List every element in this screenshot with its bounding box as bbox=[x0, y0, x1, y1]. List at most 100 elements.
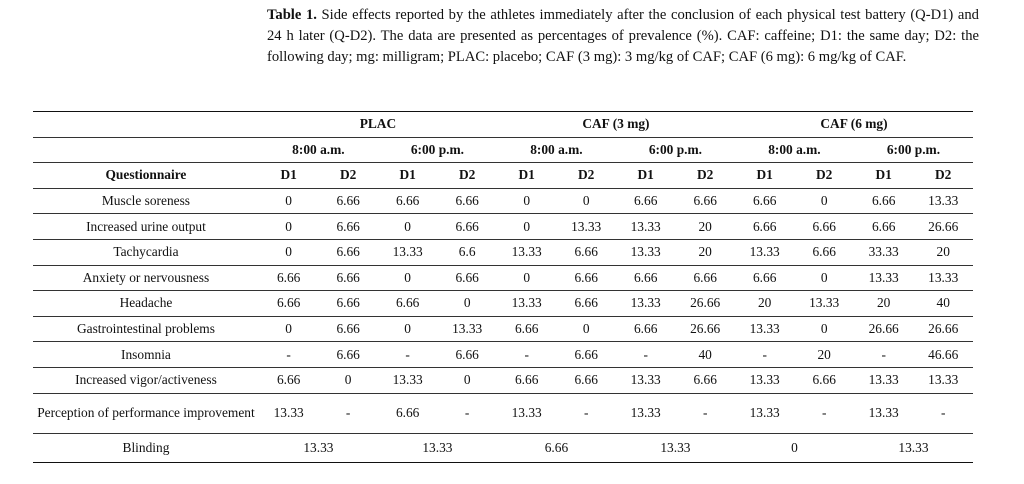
blinding-cell: 13.33 bbox=[898, 439, 929, 455]
table-cell: 26.66 bbox=[675, 316, 735, 343]
table-cell: - bbox=[794, 393, 854, 434]
row-label: Perception of performance improvement bbox=[33, 393, 259, 434]
table-cell: 6.66 bbox=[437, 341, 497, 368]
day-header: D1 bbox=[258, 162, 319, 189]
table-cell: - bbox=[913, 393, 973, 434]
time-header: 8:00 a.m. bbox=[258, 137, 378, 164]
table-body: PLAC CAF (3 mg) CAF (6 mg) 8:00 a.m. 6:0… bbox=[33, 111, 973, 463]
day-header: D2 bbox=[913, 162, 973, 189]
table-cell: 6.66 bbox=[734, 188, 795, 215]
table-cell: 0 bbox=[496, 213, 557, 240]
table-cell: 6.66 bbox=[377, 290, 438, 317]
table-cell: 13.33 bbox=[734, 239, 795, 266]
day-header: D1 bbox=[734, 162, 795, 189]
table-cell: 20 bbox=[853, 290, 914, 317]
day-header: D2 bbox=[437, 162, 497, 189]
table-cell: 0 bbox=[437, 290, 497, 317]
table-cell: 40 bbox=[913, 290, 973, 317]
day-header: D1 bbox=[615, 162, 676, 189]
table-cell: 6.66 bbox=[318, 341, 378, 368]
table-row: Muscle soreness 0 6.66 6.66 6.66 0 0 6.66 6.66 6.… bbox=[33, 188, 973, 215]
table-cell: 13.33 bbox=[853, 393, 914, 434]
table-cell: 13.33 bbox=[913, 265, 973, 292]
table-cell: 0 bbox=[377, 265, 438, 292]
day-header: D1 bbox=[377, 162, 438, 189]
table-cell: - bbox=[437, 393, 497, 434]
blinding-cell: 13.33 bbox=[660, 439, 691, 455]
table-cell: 6.66 bbox=[675, 367, 735, 394]
table-cell: 20 bbox=[913, 239, 973, 266]
table-cell: 0 bbox=[794, 188, 854, 215]
table-cell: 6.66 bbox=[258, 367, 319, 394]
table-cell: 13.33 bbox=[377, 367, 438, 394]
table-cell: 13.33 bbox=[615, 290, 676, 317]
blinding-cell: 6.66 bbox=[544, 439, 569, 455]
table-cell: 0 bbox=[794, 316, 854, 343]
table-cell: 6.66 bbox=[258, 265, 319, 292]
table-cell: 6.66 bbox=[318, 239, 378, 266]
time-header-empty bbox=[33, 137, 259, 164]
table-cell: 13.33 bbox=[496, 290, 557, 317]
table-cell: - bbox=[258, 341, 319, 368]
table-row: Insomnia -6.66-6.66-6.66-40-20-46.66 bbox=[33, 341, 973, 368]
day-header-row: Questionnaire D1 D2 D1 D2 D1 D2 D1 D2 D1… bbox=[33, 162, 973, 189]
table-row: Increased urine output 0 6.66 0 6.66 0 13.33 13… bbox=[33, 213, 973, 240]
row-label: Headache bbox=[33, 290, 259, 317]
day-header: D1 bbox=[853, 162, 914, 189]
table-cell: 6.66 bbox=[318, 316, 378, 343]
day-header: D2 bbox=[794, 162, 854, 189]
table-cell: 13.33 bbox=[615, 239, 676, 266]
row-label: Gastrointestinal problems bbox=[33, 316, 259, 343]
blinding-cell: 13.33 bbox=[422, 439, 453, 455]
table-cell: 6.66 bbox=[794, 367, 854, 394]
table-cell: 0 bbox=[794, 265, 854, 292]
row-label: Increased vigor/activeness bbox=[33, 367, 259, 394]
table-cell: 13.33 bbox=[496, 239, 557, 266]
table-cell: 6.66 bbox=[437, 213, 497, 240]
table-cell: 6.66 bbox=[377, 393, 438, 434]
table-cell: 40 bbox=[675, 341, 735, 368]
group-header-empty bbox=[33, 111, 259, 138]
table-cell: 6.66 bbox=[675, 188, 735, 215]
table-cell: 13.33 bbox=[853, 265, 914, 292]
table-cell: 13.33 bbox=[556, 213, 616, 240]
table-cell: 0 bbox=[377, 316, 438, 343]
table-cell: 20 bbox=[675, 213, 735, 240]
table-cell: 0 bbox=[496, 265, 557, 292]
table-row: Perception of performance improvement 13.… bbox=[33, 393, 973, 434]
table-cell: - bbox=[496, 341, 557, 368]
side-effects-table: PLAC CAF (3 mg) CAF (6 mg) 8:00 a.m. 6:0… bbox=[33, 111, 973, 463]
table-cell: 0 bbox=[496, 188, 557, 215]
table-cell: 26.66 bbox=[913, 213, 973, 240]
table-cell: - bbox=[318, 393, 378, 434]
time-header: 6:00 p.m. bbox=[615, 137, 735, 164]
time-header-row: 8:00 a.m. 6:00 p.m. 8:00 a.m. 6:00 p.m. … bbox=[33, 137, 973, 164]
row-label: Muscle soreness bbox=[33, 188, 259, 215]
time-header: 8:00 a.m. bbox=[734, 137, 854, 164]
table-cell: 0 bbox=[377, 213, 438, 240]
table-cell: 6.6 bbox=[437, 239, 497, 266]
table-cell: 0 bbox=[258, 316, 319, 343]
table-cell: 0 bbox=[318, 367, 378, 394]
table-cell: 6.66 bbox=[615, 188, 676, 215]
table-row: Gastrointestinal problems 0 6.66 0 13.33 6.66… bbox=[33, 316, 973, 343]
blinding-row: Blinding 13.33 13.33 6.66 13.33 0 13.33 bbox=[33, 433, 973, 462]
table-cell: 0 bbox=[258, 239, 319, 266]
table-cell: 6.66 bbox=[377, 188, 438, 215]
time-header: 8:00 a.m. bbox=[496, 137, 616, 164]
table-cell: 6.66 bbox=[734, 213, 795, 240]
group-header-caf3: CAF (3 mg) bbox=[496, 111, 735, 138]
table-cell: 13.33 bbox=[913, 367, 973, 394]
group-header-caf6: CAF (6 mg) bbox=[734, 111, 973, 138]
table-cell: 13.33 bbox=[496, 393, 557, 434]
table-cell: 13.33 bbox=[615, 367, 676, 394]
table-cell: 6.66 bbox=[734, 265, 795, 292]
table-cell: 33.33 bbox=[853, 239, 914, 266]
table-cell: 13.33 bbox=[853, 367, 914, 394]
table-cell: 6.66 bbox=[556, 341, 616, 368]
table-cell: 13.33 bbox=[794, 290, 854, 317]
table-cell: 6.66 bbox=[556, 265, 616, 292]
row-label: Tachycardia bbox=[33, 239, 259, 266]
row-label: Increased urine output bbox=[33, 213, 259, 240]
table-cell: 6.66 bbox=[556, 239, 616, 266]
